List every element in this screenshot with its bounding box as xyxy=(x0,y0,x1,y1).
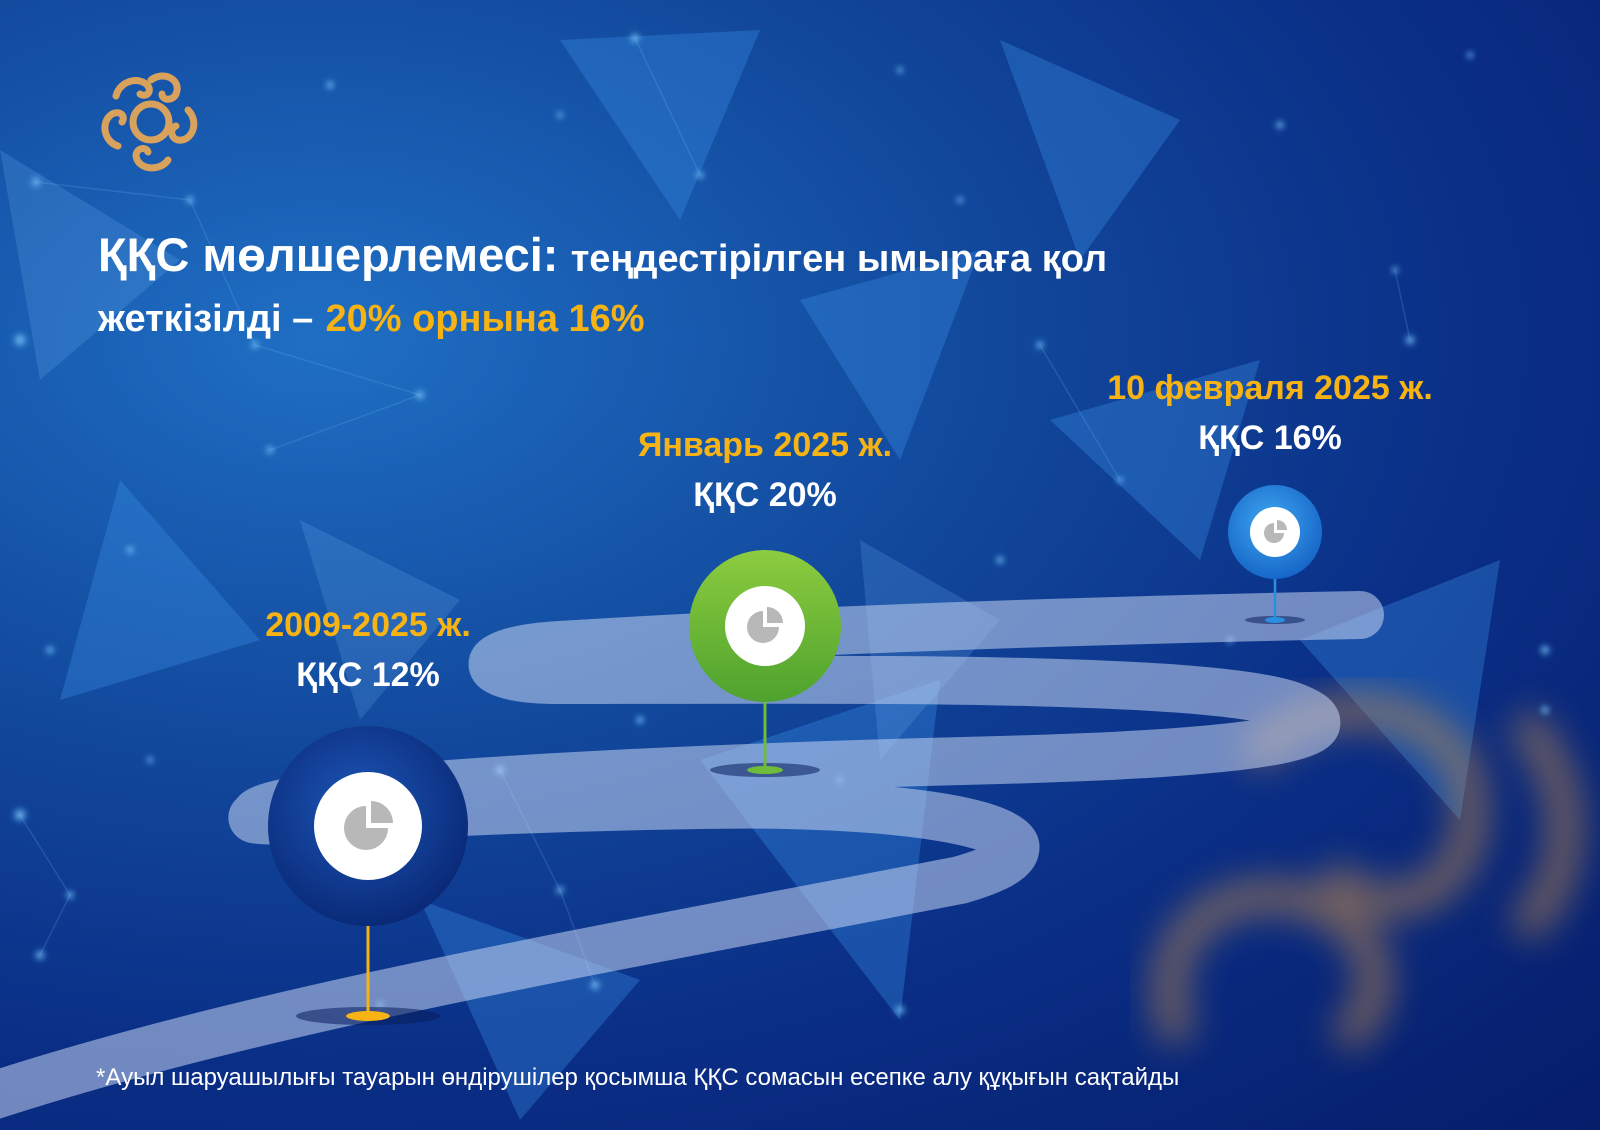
title-bold: ҚҚС мөлшерлемесі: xyxy=(98,228,559,281)
marker-2009 xyxy=(268,726,468,1025)
milestone-date: Январь 2025 ж. xyxy=(637,426,893,464)
milestone-rate: ҚҚС 20% xyxy=(693,476,837,514)
title-line2: жеткізілді – xyxy=(98,298,314,340)
ornament-logo-icon xyxy=(101,72,198,172)
marker-jan-2025 xyxy=(689,550,841,777)
marker-feb-2025 xyxy=(1228,485,1322,624)
label-feb-2025: 10 февраля 2025 ж. ҚҚС 16% xyxy=(1060,363,1480,463)
label-2009: 2009-2025 ж. ҚҚС 12% xyxy=(218,600,518,700)
label-jan-2025: Январь 2025 ж. ҚҚС 20% xyxy=(580,420,950,520)
milestone-date: 2009-2025 ж. xyxy=(265,606,471,644)
pie-chart-icon xyxy=(344,801,393,850)
title-rest: теңдестірілген ымыраға қол xyxy=(570,238,1108,280)
page-title: ҚҚС мөлшерлемесі: теңдестірілген ымыраға… xyxy=(98,226,1398,348)
milestone-rate: ҚҚС 12% xyxy=(296,656,440,694)
title-accent: 20% орнына 16% xyxy=(325,298,645,340)
pie-chart-icon xyxy=(747,607,783,643)
milestone-date: 10 февраля 2025 ж. xyxy=(1107,369,1433,407)
milestone-rate: ҚҚС 16% xyxy=(1198,419,1342,457)
footnote: *Ауыл шаруашылығы тауарын өндірушілер қо… xyxy=(96,1064,1180,1091)
pie-chart-icon xyxy=(1264,520,1287,543)
